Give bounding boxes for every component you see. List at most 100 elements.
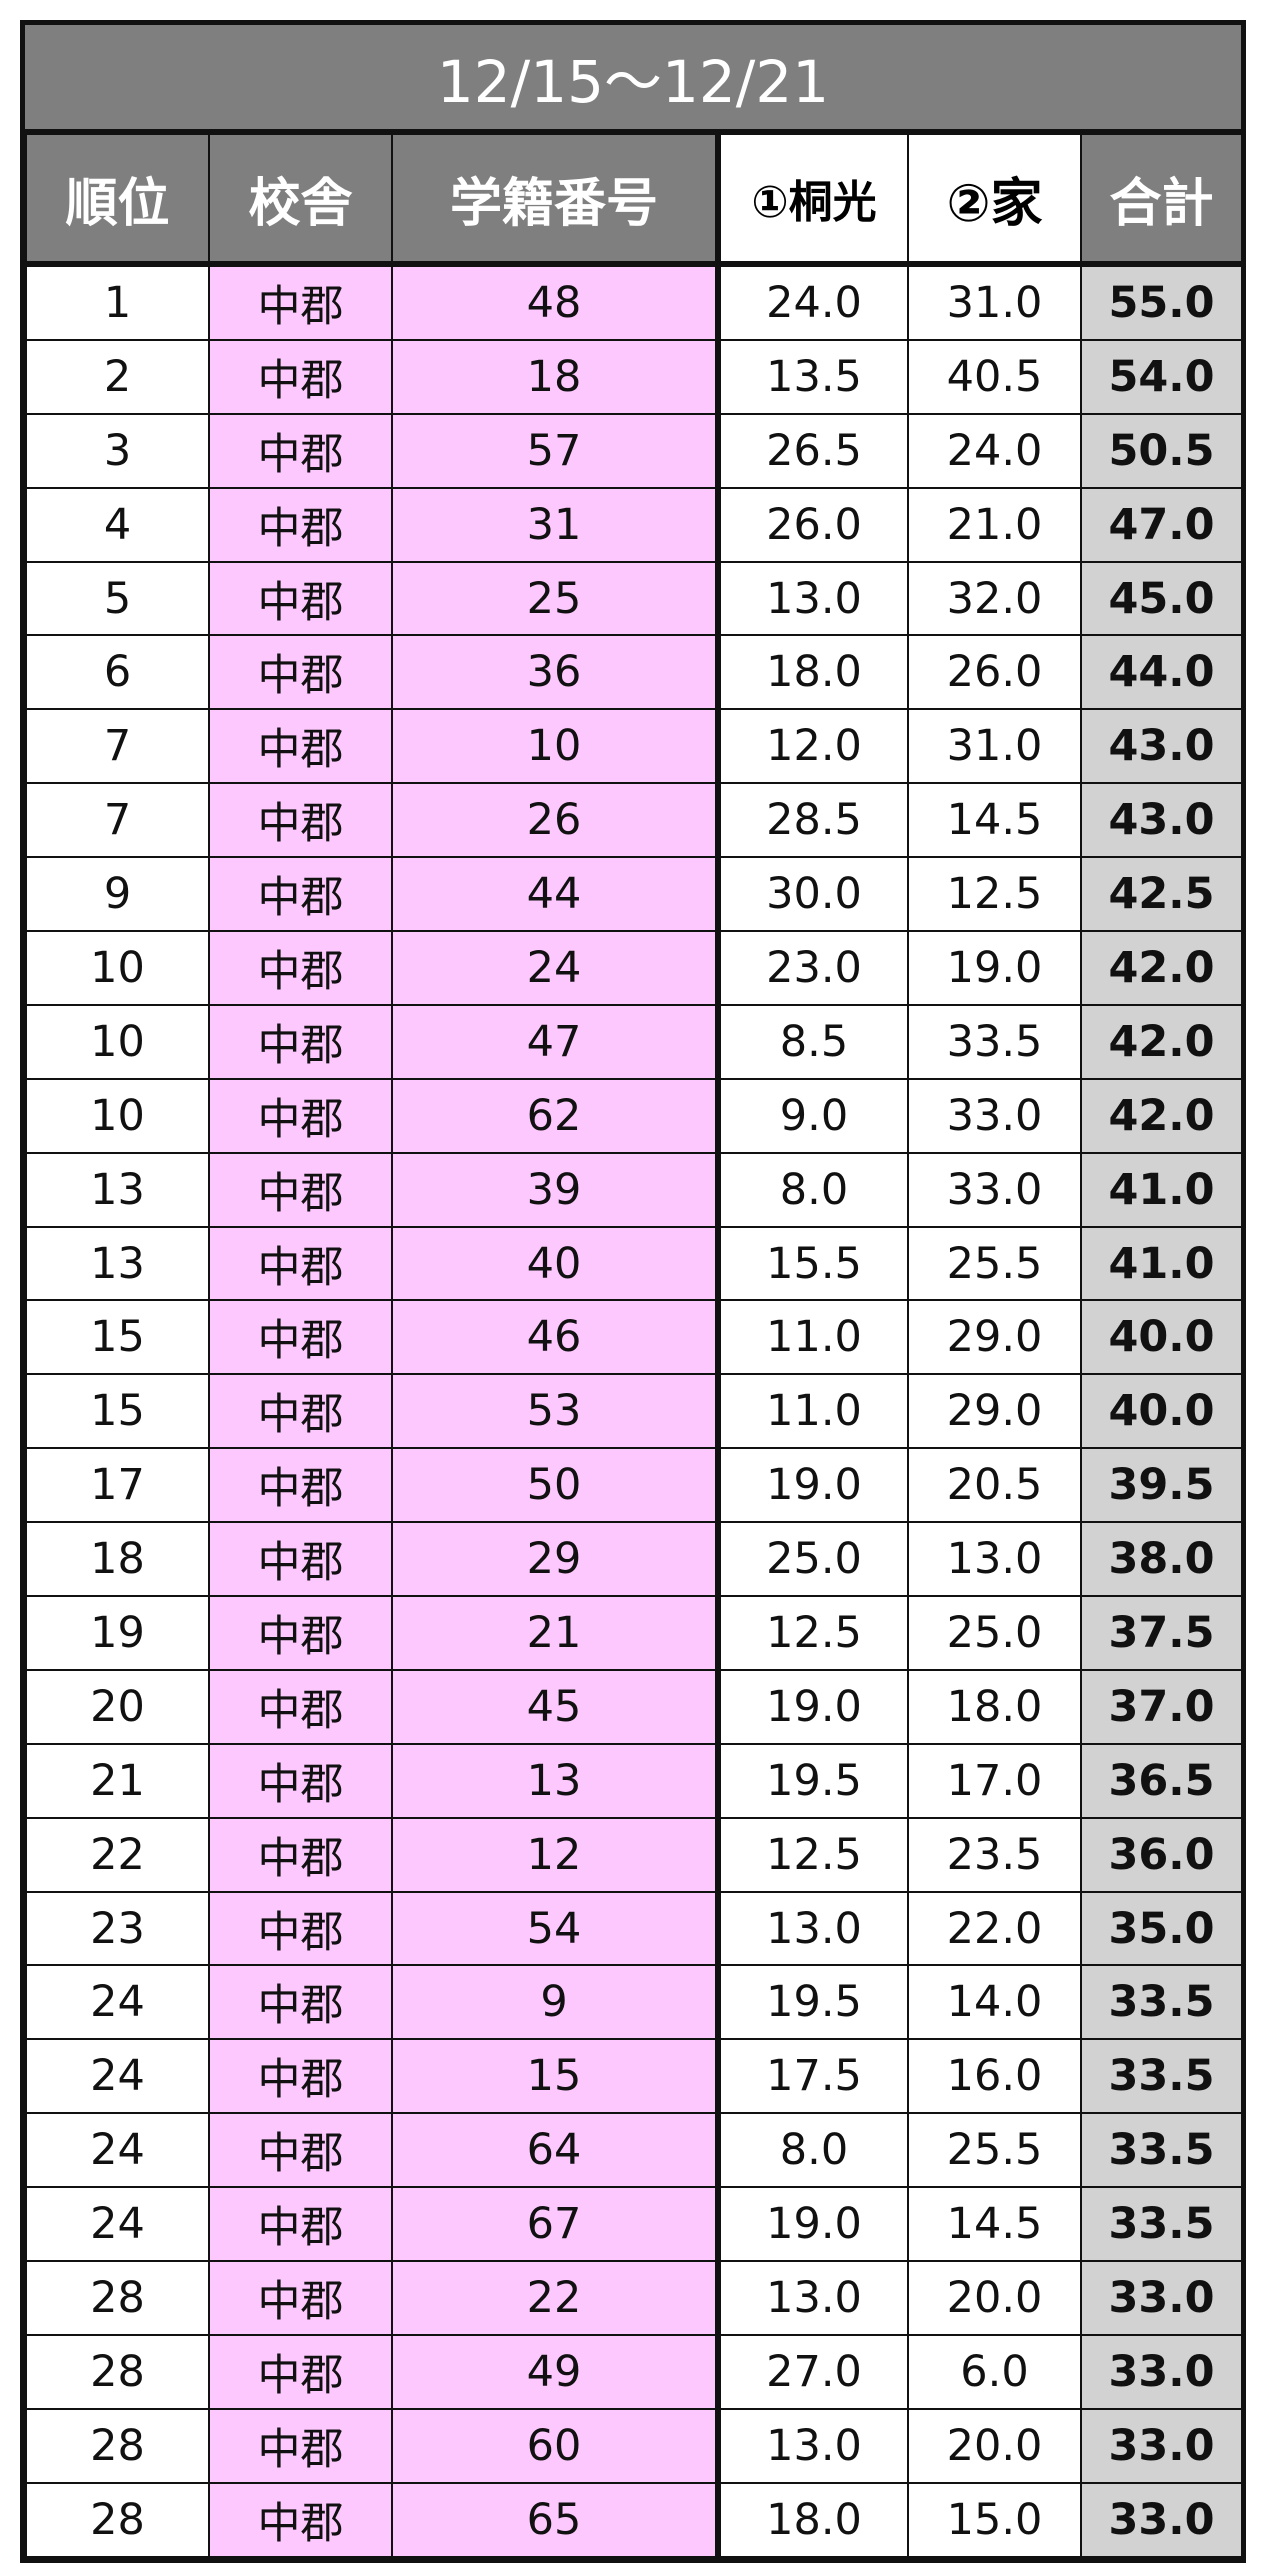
- score-toko-cell: 12.5: [715, 1816, 909, 1893]
- rank-cell: 10: [25, 930, 210, 1006]
- table-row: 21 中郡 13 19.5 17.0 36.5: [25, 1742, 1243, 1819]
- table-row: 7 中郡 10 12.0 31.0 43.0: [25, 708, 1243, 785]
- rank-cell: 10: [25, 1077, 210, 1154]
- score-toko-cell: 13.0: [715, 2407, 909, 2484]
- rank-cell: 7: [25, 782, 210, 859]
- score-home-cell: 18.0: [907, 1668, 1082, 1745]
- score-home-cell: 32.0: [907, 560, 1082, 637]
- ranking-table: 順位 校舎 学籍番号 ①桐光 ②家 合計 1 中郡 48 24.0 31.0 55.0 2 中…: [25, 133, 1243, 2558]
- school-cell: 中郡: [208, 486, 393, 563]
- score-home-cell: 25.5: [907, 1225, 1082, 1302]
- score-home-cell: 20.0: [907, 2260, 1082, 2336]
- rank-cell: 28: [25, 2260, 210, 2336]
- rank-cell: 28: [25, 2481, 210, 2558]
- rank-cell: 24: [25, 2186, 210, 2263]
- header-student-id: 学籍番号: [391, 133, 719, 265]
- rank-cell: 15: [25, 1373, 210, 1450]
- table-row: 3 中郡 57 26.5 24.0 50.5: [25, 412, 1243, 489]
- school-cell: 中郡: [208, 2481, 393, 2558]
- student-id-cell: 36: [391, 634, 719, 711]
- school-cell: 中郡: [208, 2407, 393, 2484]
- student-id-cell: 44: [391, 856, 719, 933]
- school-cell: 中郡: [208, 2112, 393, 2189]
- total-cell: 55.0: [1080, 263, 1243, 341]
- table-row: 24 中郡 67 19.0 14.5 33.5: [25, 2186, 1243, 2263]
- total-cell: 33.5: [1080, 2038, 1243, 2115]
- school-cell: 中郡: [208, 708, 393, 785]
- rank-cell: 21: [25, 1742, 210, 1819]
- total-cell: 50.5: [1080, 412, 1243, 489]
- table-row: 23 中郡 54 13.0 22.0 35.0: [25, 1890, 1243, 1967]
- table-row: 10 中郡 24 23.0 19.0 42.0: [25, 930, 1243, 1006]
- rank-cell: 19: [25, 1595, 210, 1671]
- school-cell: 中郡: [208, 1595, 393, 1671]
- score-toko-cell: 8.0: [715, 2112, 909, 2189]
- period-title: 12/15〜12/21: [25, 25, 1241, 133]
- score-home-cell: 33.0: [907, 1077, 1082, 1154]
- table-row: 20 中郡 45 19.0 18.0 37.0: [25, 1668, 1243, 1745]
- table-row: 24 中郡 9 19.5 14.0 33.5: [25, 1964, 1243, 2041]
- student-id-cell: 29: [391, 1521, 719, 1598]
- score-toko-cell: 19.0: [715, 1447, 909, 1524]
- student-id-cell: 18: [391, 338, 719, 415]
- student-id-cell: 62: [391, 1077, 719, 1154]
- student-id-cell: 53: [391, 1373, 719, 1450]
- total-cell: 42.0: [1080, 930, 1243, 1006]
- school-cell: 中郡: [208, 782, 393, 859]
- school-cell: 中郡: [208, 560, 393, 637]
- total-cell: 33.0: [1080, 2260, 1243, 2336]
- score-toko-cell: 24.0: [715, 263, 909, 341]
- school-cell: 中郡: [208, 1077, 393, 1154]
- table-row: 6 中郡 36 18.0 26.0 44.0: [25, 634, 1243, 711]
- table-row: 7 中郡 26 28.5 14.5 43.0: [25, 782, 1243, 859]
- school-cell: 中郡: [208, 2186, 393, 2263]
- school-cell: 中郡: [208, 1225, 393, 1302]
- table-row: 28 中郡 60 13.0 20.0 33.0: [25, 2407, 1243, 2484]
- total-cell: 42.0: [1080, 1077, 1243, 1154]
- student-id-cell: 67: [391, 2186, 719, 2263]
- total-cell: 33.0: [1080, 2407, 1243, 2484]
- school-cell: 中郡: [208, 1521, 393, 1598]
- score-home-cell: 17.0: [907, 1742, 1082, 1819]
- score-home-cell: 33.0: [907, 1151, 1082, 1228]
- student-id-cell: 60: [391, 2407, 719, 2484]
- table-row: 28 中郡 22 13.0 20.0 33.0: [25, 2260, 1243, 2336]
- score-toko-cell: 9.0: [715, 1077, 909, 1154]
- student-id-cell: 47: [391, 1003, 719, 1080]
- table-row: 24 中郡 64 8.0 25.5 33.5: [25, 2112, 1243, 2189]
- school-cell: 中郡: [208, 1003, 393, 1080]
- table-row: 10 中郡 47 8.5 33.5 42.0: [25, 1003, 1243, 1080]
- student-id-cell: 22: [391, 2260, 719, 2336]
- rank-cell: 3: [25, 412, 210, 489]
- student-id-cell: 39: [391, 1151, 719, 1228]
- table-row: 13 中郡 39 8.0 33.0 41.0: [25, 1151, 1243, 1228]
- table-row: 10 中郡 62 9.0 33.0 42.0: [25, 1077, 1243, 1154]
- score-toko-cell: 17.5: [715, 2038, 909, 2115]
- score-toko-cell: 11.0: [715, 1299, 909, 1376]
- total-cell: 36.5: [1080, 1742, 1243, 1819]
- score-home-cell: 24.0: [907, 412, 1082, 489]
- score-home-cell: 15.0: [907, 2481, 1082, 2558]
- score-toko-cell: 19.0: [715, 1668, 909, 1745]
- total-cell: 35.0: [1080, 1890, 1243, 1967]
- table-row: 17 中郡 50 19.0 20.5 39.5: [25, 1447, 1243, 1524]
- school-cell: 中郡: [208, 1816, 393, 1893]
- table-row: 9 中郡 44 30.0 12.5 42.5: [25, 856, 1243, 933]
- rank-cell: 28: [25, 2333, 210, 2410]
- rank-cell: 1: [25, 263, 210, 341]
- score-home-cell: 40.5: [907, 338, 1082, 415]
- score-toko-cell: 13.0: [715, 560, 909, 637]
- total-cell: 41.0: [1080, 1225, 1243, 1302]
- school-cell: 中郡: [208, 1742, 393, 1819]
- rank-cell: 24: [25, 2112, 210, 2189]
- score-home-cell: 23.5: [907, 1816, 1082, 1893]
- score-toko-cell: 30.0: [715, 856, 909, 933]
- score-toko-cell: 13.0: [715, 1890, 909, 1967]
- school-cell: 中郡: [208, 412, 393, 489]
- table-row: 22 中郡 12 12.5 23.5 36.0: [25, 1816, 1243, 1893]
- score-home-cell: 6.0: [907, 2333, 1082, 2410]
- student-id-cell: 15: [391, 2038, 719, 2115]
- score-home-cell: 12.5: [907, 856, 1082, 933]
- student-id-cell: 24: [391, 930, 719, 1006]
- student-id-cell: 48: [391, 263, 719, 341]
